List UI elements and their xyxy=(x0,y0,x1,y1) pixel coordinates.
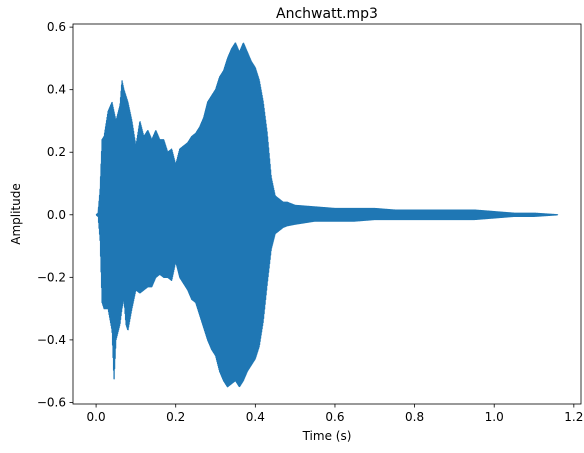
waveform-series-0 xyxy=(95,42,559,388)
x-tick-label: 0.2 xyxy=(166,410,185,424)
x-axis: 0.0 0.2 0.4 0.6 0.8 1.0 1.2 xyxy=(87,404,583,424)
x-tick-label: 0.8 xyxy=(405,410,424,424)
x-tick-label: 1.0 xyxy=(485,410,504,424)
y-tick-label: 0.2 xyxy=(47,145,66,159)
x-tick-label: 1.2 xyxy=(564,410,583,424)
y-tick-label: −0.6 xyxy=(37,395,66,409)
y-tick-label: 0.0 xyxy=(47,208,66,222)
y-axis: −0.6 −0.4 −0.2 0.0 0.2 0.4 0.6 xyxy=(37,20,73,409)
y-tick-label: 0.4 xyxy=(47,83,66,97)
x-axis-label: Time (s) xyxy=(302,429,352,443)
y-tick-label: −0.2 xyxy=(37,270,66,284)
axes-frame xyxy=(72,23,582,405)
x-tick-label: 0.6 xyxy=(325,410,344,424)
x-tick-label: 0.0 xyxy=(87,410,106,424)
y-tick-label: 0.6 xyxy=(47,20,66,34)
y-axis-label: Amplitude xyxy=(9,183,23,245)
x-tick-label: 0.4 xyxy=(246,410,265,424)
y-tick-label: −0.4 xyxy=(37,333,66,347)
plot-area xyxy=(95,42,559,388)
chart-title: Anchwatt.mp3 xyxy=(276,6,378,22)
